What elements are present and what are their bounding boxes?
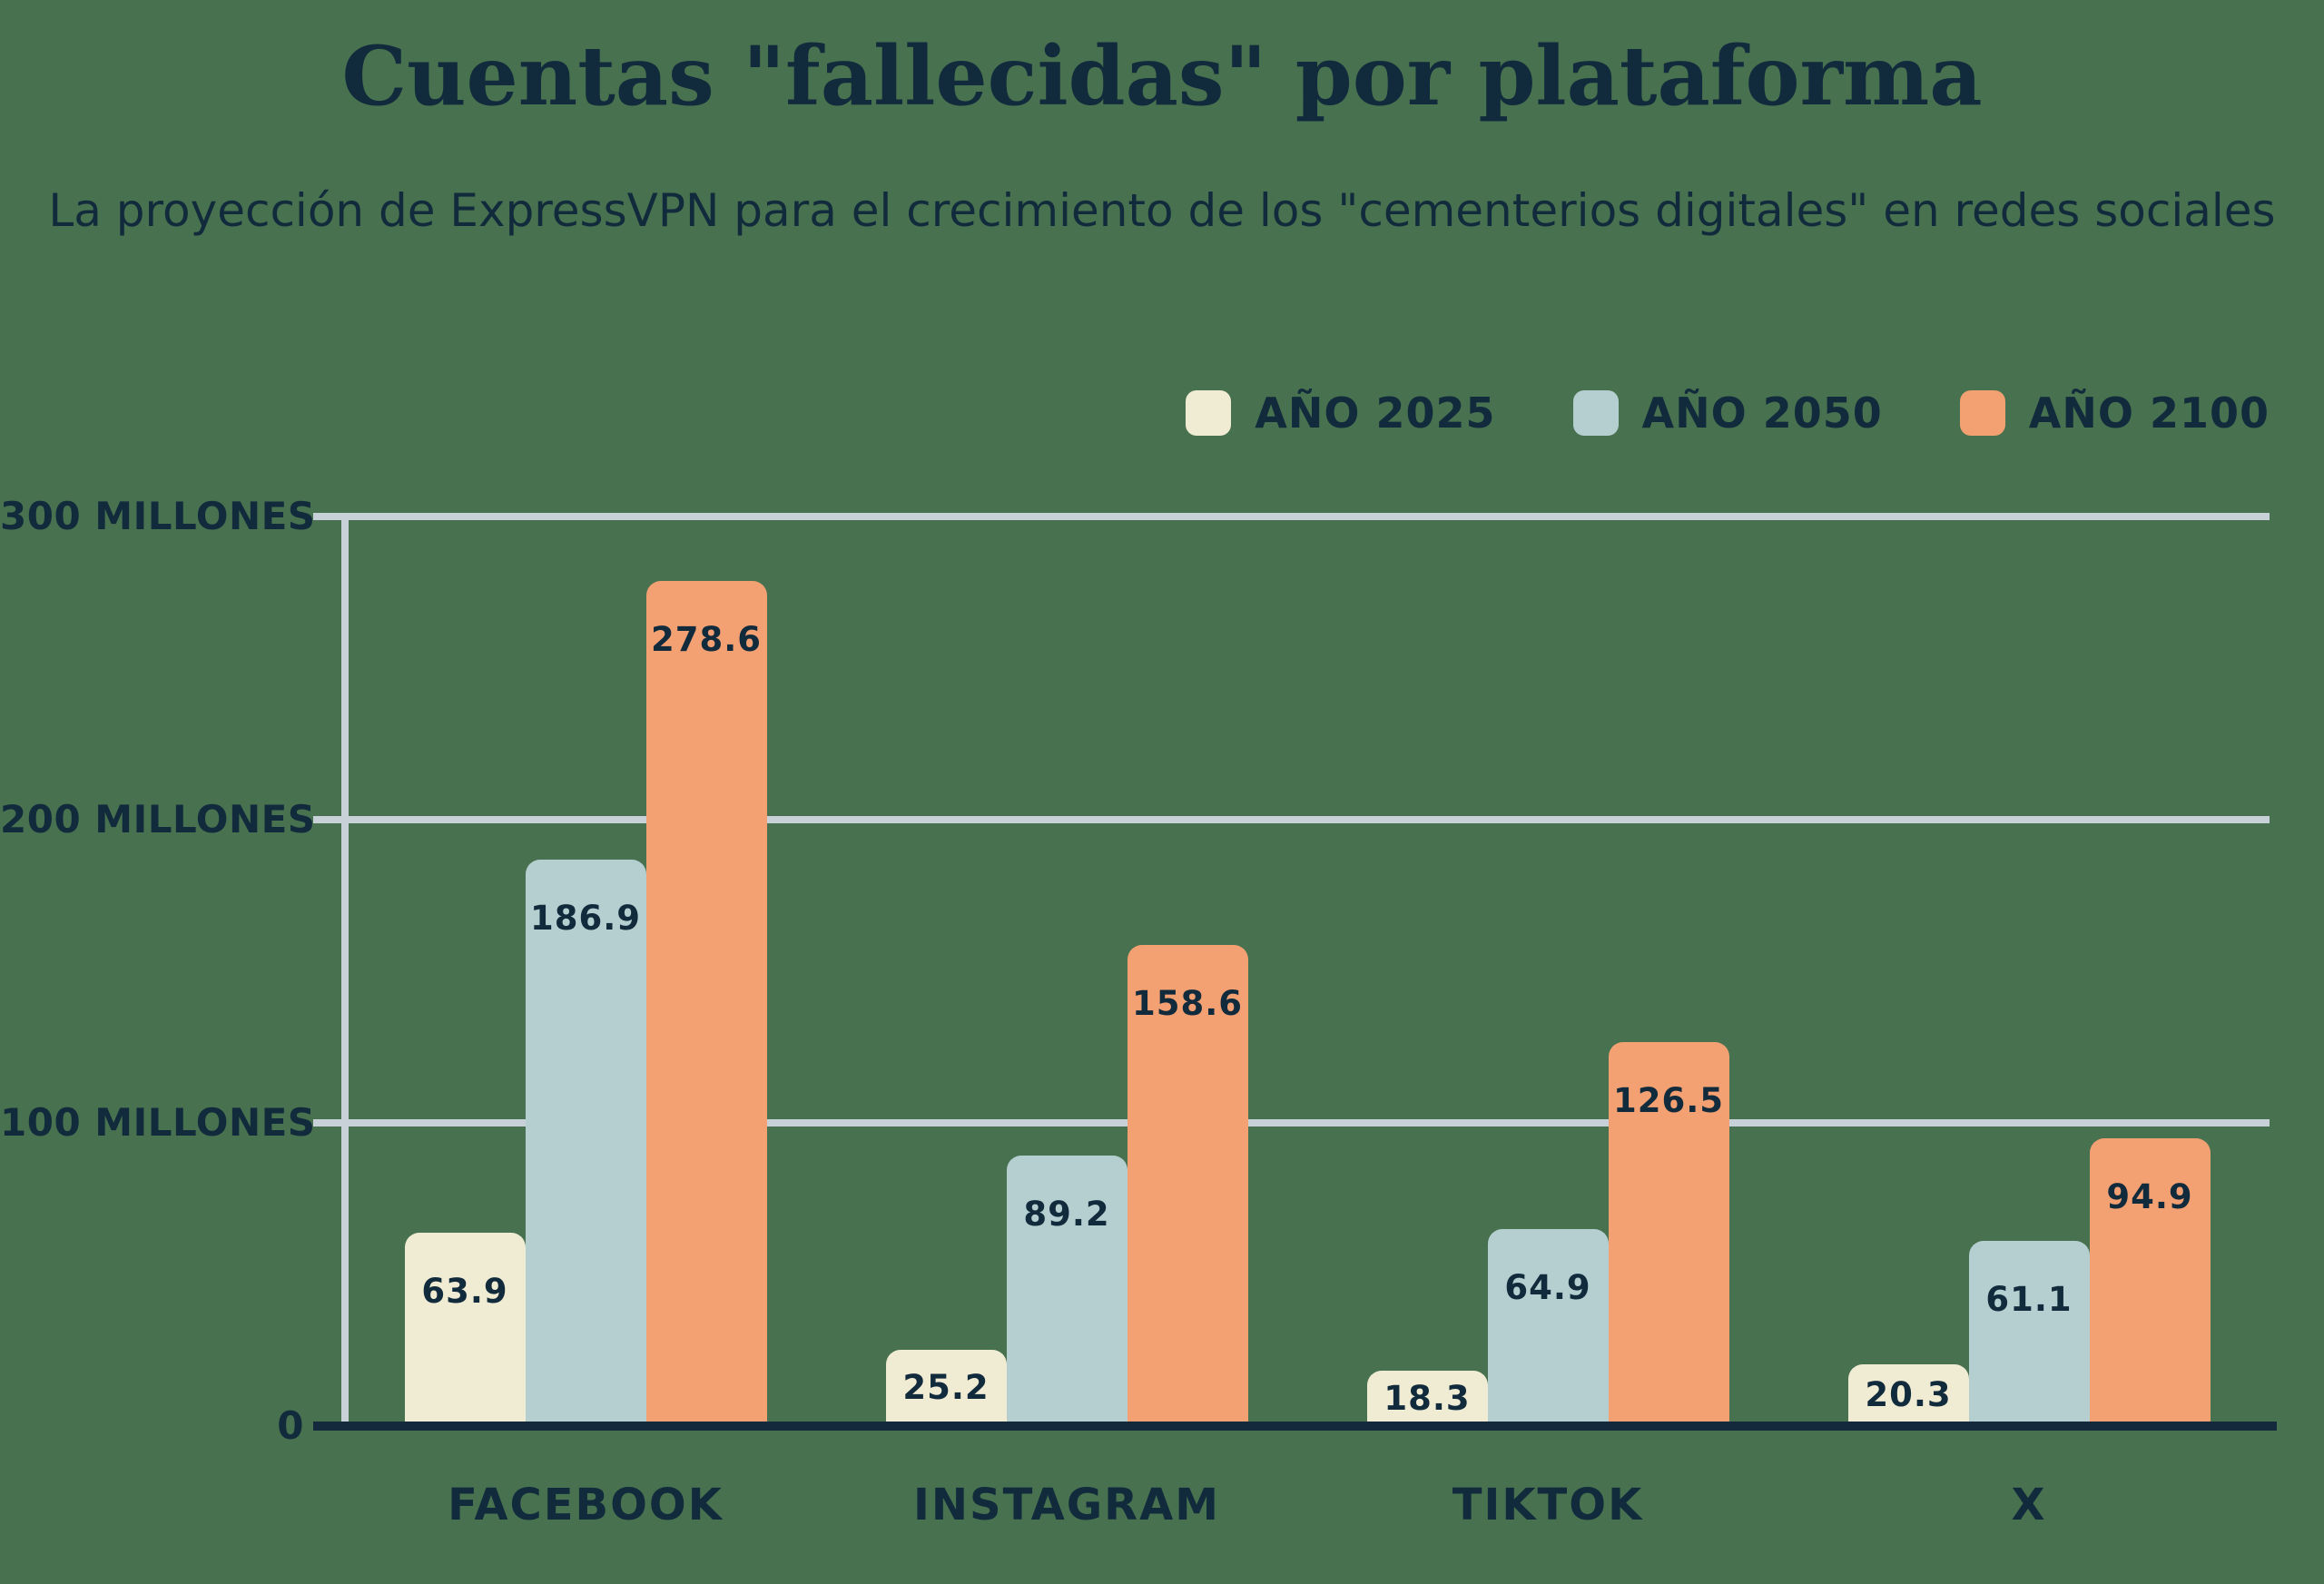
y-axis-labels: 300 MILLONES 200 MILLONES 100 MILLONES 0 [0,0,316,1584]
bar-value-label: 18.3 [1384,1379,1471,1418]
legend-label: AÑO 2100 [2028,389,2270,438]
y-tick-label: 0 [277,1403,304,1448]
y-tick-label: 200 MILLONES [0,797,316,841]
bar-instagram-año-2050: 89.2 [1006,1156,1128,1426]
bar-value-label: 278.6 [650,620,763,659]
gridline [313,1119,2270,1127]
legend-item: AÑO 2025 [1186,389,1495,438]
legend-label: AÑO 2050 [1641,389,1883,438]
bar-instagram-año-2100: 158.6 [1127,945,1248,1426]
legend-swatch-icon [1186,390,1232,436]
bar-tiktok-año-2100: 126.5 [1608,1042,1729,1426]
category-label-x: X [2011,1480,2047,1530]
page-title: Cuentas "fallecidas" por plataforma [341,28,1983,124]
y-tick-label: 100 MILLONES [0,1100,316,1145]
bar-tiktok-año-2050: 64.9 [1487,1229,1609,1426]
bar-group-tiktok: 18.3 64.9 126.5 [1307,0,1788,1426]
bar-facebook-año-2050: 186.9 [525,860,646,1426]
x-axis-baseline [313,1422,2277,1431]
legend-item: AÑO 2050 [1572,389,1883,438]
bar-value-label: 63.9 [421,1272,508,1311]
bar-value-label: 186.9 [529,899,642,938]
bar-instagram-año-2025: 25.2 [885,1350,1007,1426]
bar-x-año-2100: 94.9 [2089,1138,2211,1426]
bar-value-label: 89.2 [1023,1195,1110,1234]
bar-value-label: 61.1 [1985,1280,2073,1319]
bar-group-instagram: 25.2 89.2 158.6 [826,0,1307,1426]
bar-facebook-año-2100: 278.6 [645,581,767,1426]
bar-value-label: 64.9 [1504,1268,1591,1307]
legend-swatch-icon [1959,390,2005,436]
bar-value-label: 126.5 [1612,1081,1725,1120]
bar-value-label: 94.9 [2106,1177,2193,1216]
gridline [313,513,2270,520]
legend-item: AÑO 2100 [1959,389,2270,438]
bar-group-x: 20.3 61.1 94.9 [1788,0,2270,1426]
category-label-tiktok: TIKTOK [1452,1480,1644,1530]
category-label-facebook: FACEBOOK [448,1480,724,1530]
bar-value-label: 25.2 [902,1368,990,1407]
bar-plot-area: 63.9 186.9 278.6 25.2 89.2 158.6 18.3 64.9 126.5… [345,0,2270,1426]
bar-facebook-año-2025: 63.9 [404,1233,526,1426]
bar-x-año-2025: 20.3 [1847,1364,1969,1426]
legend-swatch-icon [1572,390,1619,436]
bar-x-año-2050: 61.1 [1968,1241,2090,1426]
legend-label: AÑO 2025 [1255,389,1496,438]
chart-legend: AÑO 2025 AÑO 2050 AÑO 2100 [1186,389,2270,438]
category-label-instagram: INSTAGRAM [912,1480,1221,1530]
bar-value-label: 20.3 [1865,1375,1952,1414]
gridline [313,816,2270,823]
category-labels: FACEBOOK INSTAGRAM TIKTOK X [345,1480,2270,1530]
y-tick-label: 300 MILLONES [0,494,316,538]
bar-value-label: 158.6 [1131,984,1244,1023]
bar-tiktok-año-2025: 18.3 [1366,1371,1488,1426]
y-axis-line [341,520,349,1426]
bar-group-facebook: 63.9 186.9 278.6 [345,0,826,1426]
page-subtitle: La proyección de ExpressVPN para el crec… [48,184,2276,237]
